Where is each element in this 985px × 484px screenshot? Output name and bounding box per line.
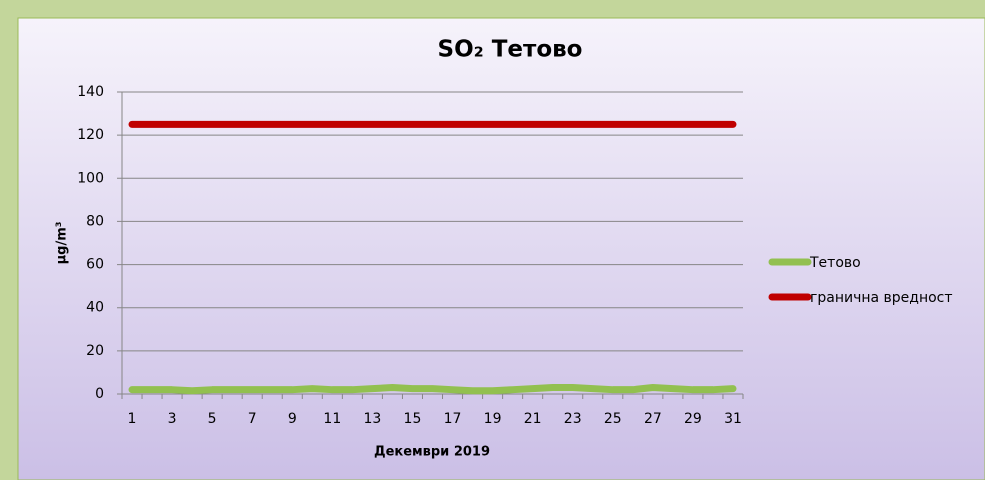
y-tick-label: 60 xyxy=(86,257,104,273)
x-tick-label: 21 xyxy=(524,411,542,427)
y-tick-label: 80 xyxy=(86,213,104,229)
x-tick-label: 29 xyxy=(684,411,702,427)
x-tick-label: 13 xyxy=(363,411,381,427)
x-tick-label: 31 xyxy=(724,411,742,427)
x-tick-label: 9 xyxy=(288,411,297,427)
y-tick-label: 20 xyxy=(86,343,104,359)
chart-area xyxy=(17,17,985,481)
chart-title: SO₂ Тетово xyxy=(438,37,583,63)
y-tick-label: 140 xyxy=(77,84,104,100)
x-tick-label: 7 xyxy=(248,411,257,427)
x-tick-label: 15 xyxy=(404,411,422,427)
legend-label: Тетово xyxy=(809,255,861,271)
x-tick-label: 25 xyxy=(604,411,622,427)
y-axis-label: µg/m³ xyxy=(55,222,70,265)
y-tick-label: 0 xyxy=(95,386,104,402)
legend-label: гранична вредност xyxy=(810,290,953,306)
x-tick-label: 11 xyxy=(323,411,341,427)
x-tick-label: 17 xyxy=(444,411,462,427)
y-tick-label: 100 xyxy=(77,170,104,186)
x-axis-label: Декември 2019 xyxy=(374,445,490,460)
x-tick-label: 3 xyxy=(168,411,177,427)
y-tick-label: 40 xyxy=(86,300,104,316)
y-tick-label: 120 xyxy=(77,127,104,143)
x-tick-label: 23 xyxy=(564,411,582,427)
data-line xyxy=(128,384,737,395)
x-tick-label: 5 xyxy=(208,411,217,427)
x-tick-label: 19 xyxy=(484,411,502,427)
x-tick-label: 1 xyxy=(128,411,137,427)
x-tick-label: 27 xyxy=(644,411,662,427)
